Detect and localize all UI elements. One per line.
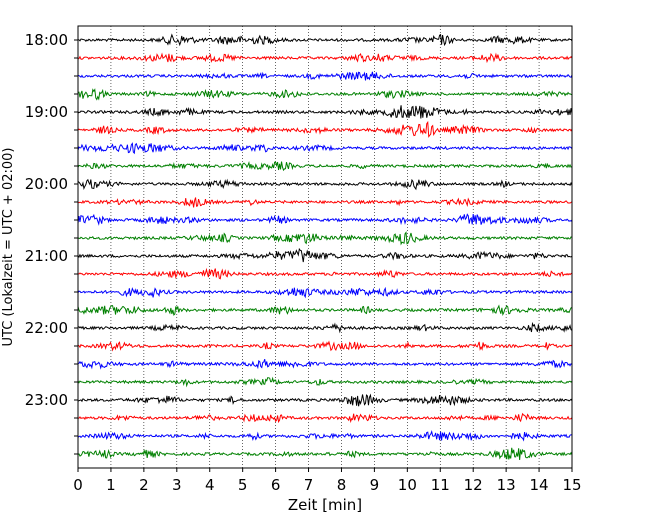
x-tick-label: 8 — [337, 476, 347, 494]
y-tick-label: 20:00 — [25, 175, 68, 193]
plot-frame — [77, 25, 573, 469]
seismic-trace-row — [77, 393, 573, 407]
x-tick-label: 6 — [271, 476, 281, 494]
x-axis-label: Zeit [min] — [288, 496, 362, 514]
x-tick-label: 2 — [139, 476, 149, 494]
x-tick-label: 10 — [398, 476, 417, 494]
x-tick-label: 4 — [205, 476, 215, 494]
seismic-trace-row — [77, 430, 573, 442]
trace-group — [77, 33, 573, 461]
x-tick-label: 15 — [562, 476, 581, 494]
x-tick-label: 11 — [431, 476, 450, 494]
seismic-trace-row — [77, 358, 573, 370]
seismic-trace-row — [77, 142, 573, 155]
y-tick-label: 18:00 — [25, 31, 68, 49]
seismic-trace-row — [77, 178, 573, 191]
y-tick-label: 22:00 — [25, 319, 68, 337]
grid-lines — [110, 26, 540, 468]
x-axis: 0 1 2 3 4 5 6 7 8 9 10 11 12 13 14 15 — [73, 468, 582, 494]
y-axis: 18:00 19:00 20:00 21:00 22:00 23:00 — [25, 31, 78, 455]
x-tick-label: 7 — [304, 476, 314, 494]
seismic-trace-row — [77, 33, 573, 47]
seismic-trace-row — [77, 447, 573, 461]
seismic-trace-row — [77, 412, 573, 424]
seismic-trace-row — [77, 52, 573, 64]
y-axis-label: UTC (Lokalzeit = UTC + 02:00) — [1, 148, 16, 347]
x-tick-label: 14 — [530, 476, 549, 494]
seismic-trace-row — [77, 376, 573, 388]
seismic-trace-row — [77, 231, 573, 246]
y-tick-label: 21:00 — [25, 247, 68, 265]
x-tick-label: 5 — [238, 476, 248, 494]
y-tick-label: 19:00 — [25, 103, 68, 121]
seismic-trace-row — [77, 120, 573, 138]
seismic-trace-row — [77, 247, 573, 263]
seismic-trace-row — [77, 321, 573, 334]
seismic-trace-row — [77, 88, 573, 101]
x-tick-label: 9 — [370, 476, 380, 494]
seismic-trace-row — [77, 213, 573, 226]
seismic-trace-row — [77, 71, 573, 81]
seismic-trace-row — [77, 197, 573, 208]
x-tick-label: 12 — [464, 476, 483, 494]
x-tick-label: 3 — [172, 476, 182, 494]
x-tick-label: 1 — [106, 476, 116, 494]
seismic-trace-row — [77, 267, 573, 280]
x-tick-label: 13 — [497, 476, 516, 494]
seismic-trace-row — [77, 105, 573, 119]
x-tick-label: 0 — [73, 476, 83, 494]
seismic-trace-row — [77, 304, 573, 316]
seismic-trace-row — [77, 286, 573, 299]
seismic-trace-row — [77, 340, 573, 352]
seismic-trace-row — [77, 161, 573, 172]
y-tick-label: 23:00 — [25, 391, 68, 409]
